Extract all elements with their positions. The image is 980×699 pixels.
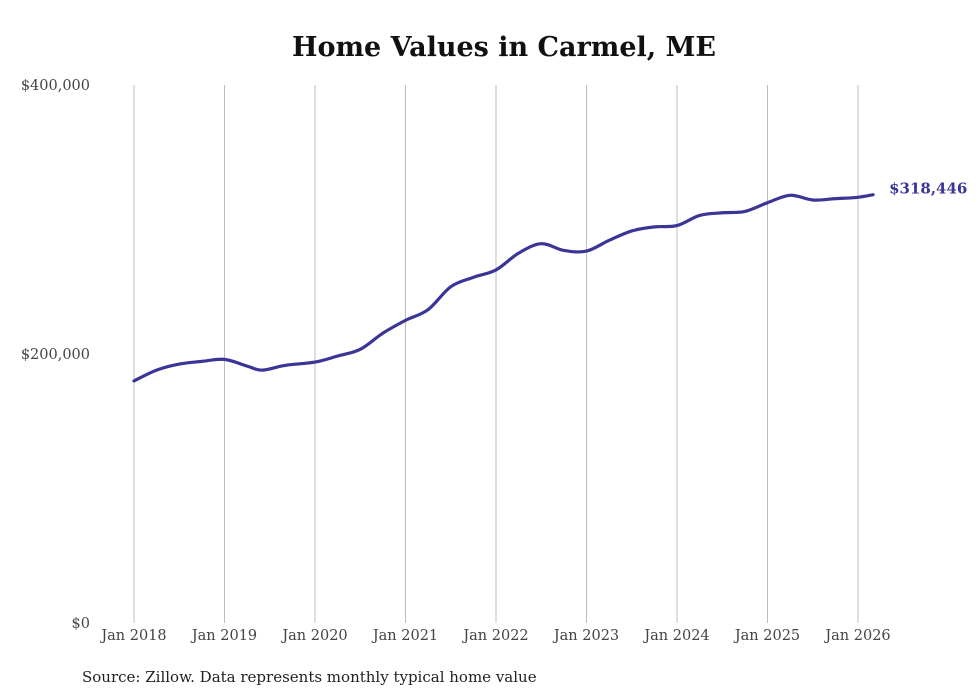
x-tick-label: Jan 2021 bbox=[371, 628, 438, 644]
chart-title: Home Values in Carmel, ME bbox=[291, 32, 717, 63]
x-tick-label: Jan 2018 bbox=[99, 628, 166, 644]
end-value-label: $318,446 bbox=[889, 180, 967, 198]
x-tick-label: Jan 2019 bbox=[190, 628, 257, 644]
series-line bbox=[132, 193, 875, 383]
x-tick-label: Jan 2024 bbox=[642, 628, 709, 644]
x-tick-label: Jan 2025 bbox=[733, 628, 800, 644]
x-axis: Jan 2018 Jan 2019 Jan 2020 Jan 2021 Jan 2022… bbox=[99, 628, 890, 644]
x-tick-label: Jan 2022 bbox=[461, 628, 528, 644]
y-tick-label: $400,000 bbox=[21, 78, 90, 94]
source-note: Source: Zillow. Data represents monthly … bbox=[82, 668, 537, 686]
x-tick-label: Jan 2023 bbox=[552, 628, 619, 644]
gridlines bbox=[133, 85, 859, 623]
y-tick-label: $0 bbox=[72, 616, 90, 632]
x-tick-label: Jan 2026 bbox=[823, 628, 890, 644]
x-tick-label: Jan 2020 bbox=[280, 628, 347, 644]
y-tick-label: $200,000 bbox=[21, 347, 90, 363]
y-axis: $0 $200,000 $400,000 bbox=[21, 78, 90, 632]
